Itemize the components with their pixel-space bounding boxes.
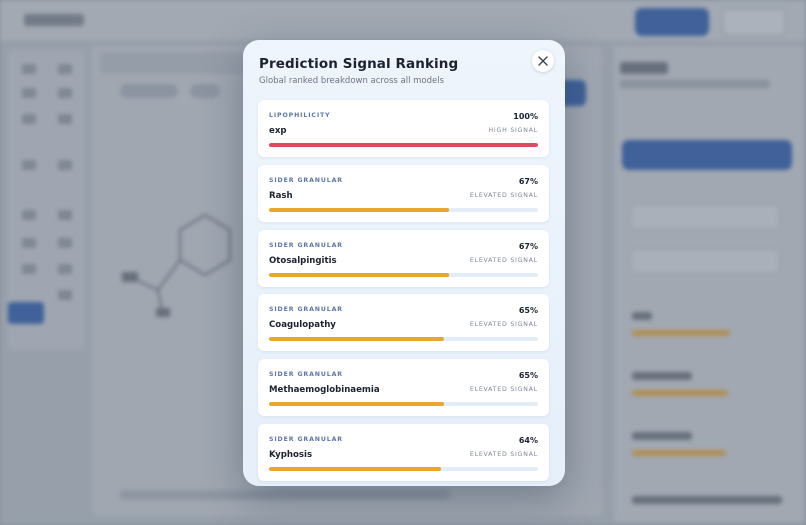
signal-name: Coagulopathy — [269, 320, 336, 331]
background-tool-icon — [58, 88, 72, 98]
close-button[interactable] — [532, 50, 554, 72]
background-tool-icon — [22, 88, 36, 98]
background-tool-icon — [58, 290, 72, 300]
background-panel-title — [620, 62, 668, 74]
background-tool-icon — [22, 210, 36, 220]
modal-title: Prediction Signal Ranking — [259, 56, 459, 72]
background-panel-label — [632, 312, 652, 320]
signal-bar-fill — [269, 272, 450, 277]
background-panel-bar — [632, 450, 726, 456]
signal-category: SIDER GRANULAR — [269, 306, 343, 314]
background-canvas-pill — [190, 84, 220, 98]
signal-percent: 67% — [518, 241, 538, 251]
signal-level: ELEVATED SIGNAL — [469, 386, 538, 394]
signal-name: Methaemoglobinaemia — [269, 385, 380, 396]
background-panel-field — [630, 204, 780, 230]
signal-bar-track — [269, 207, 538, 212]
signal-category: LIPOPHILICITY — [269, 112, 331, 119]
background-tool-icon — [22, 64, 36, 74]
background-panel-bar — [632, 330, 730, 336]
signal-level: ELEVATED SIGNAL — [469, 321, 538, 329]
signal-bar-fill — [269, 207, 450, 212]
background-primary-button — [635, 8, 709, 36]
background-canvas-pill — [120, 84, 178, 98]
background-secondary-button — [722, 8, 786, 36]
signal-card: LIPOPHILICITY 100% exp HIGH SIGNAL — [258, 100, 549, 157]
signal-bar-track — [269, 466, 538, 471]
background-tool-icon — [58, 210, 72, 220]
signal-percent: 100% — [513, 112, 538, 121]
background-panel-label — [632, 496, 782, 504]
background-tool-icon — [22, 264, 36, 274]
background-tool-icon — [58, 160, 72, 170]
background-molecule-drawing — [122, 213, 231, 317]
signal-list: LIPOPHILICITY 100% exp HIGH SIGNAL SIDER… — [258, 100, 549, 486]
background-logo — [24, 14, 84, 26]
signal-percent: 67% — [518, 176, 538, 186]
signal-category: SIDER GRANULAR — [269, 176, 343, 184]
signal-level: HIGH SIGNAL — [488, 127, 538, 134]
signal-level: ELEVATED SIGNAL — [469, 191, 538, 199]
signal-bar-track — [269, 402, 538, 407]
background-tool-icon — [58, 238, 72, 248]
background-panel-label — [632, 432, 692, 440]
background-panel-bar — [632, 390, 728, 396]
signal-name: exp — [269, 126, 287, 136]
background-tool-icon — [22, 238, 36, 248]
modal-subtitle: Global ranked breakdown across all model… — [259, 76, 445, 86]
signal-card: SIDER GRANULAR 65% Coagulopathy ELEVATED… — [258, 294, 549, 352]
signal-bar-fill — [269, 143, 538, 147]
signal-category: SIDER GRANULAR — [269, 435, 343, 443]
signal-bar-track — [269, 337, 538, 342]
signal-card: SIDER GRANULAR 67% Rash ELEVATED SIGNAL — [258, 164, 549, 222]
prediction-signal-modal: Prediction Signal Ranking Global ranked … — [243, 40, 565, 486]
signal-bar-track — [269, 143, 538, 147]
signal-percent: 65% — [518, 306, 538, 316]
background-right-panel — [614, 46, 804, 522]
signal-bar-fill — [269, 337, 444, 342]
signal-bar-track — [269, 272, 538, 277]
signal-card: SIDER GRANULAR 65% Methaemoglobinaemia E… — [258, 359, 549, 417]
background-tool-icon — [58, 114, 72, 124]
background-footer-text — [120, 490, 450, 500]
close-icon — [538, 56, 548, 66]
signal-category: SIDER GRANULAR — [269, 371, 343, 379]
signal-level: ELEVATED SIGNAL — [469, 450, 538, 458]
background-tool-icon — [58, 264, 72, 274]
background-topbar — [0, 0, 806, 42]
signal-bar-fill — [269, 402, 444, 407]
signal-level: ELEVATED SIGNAL — [469, 256, 538, 264]
signal-name: Rash — [269, 190, 293, 201]
background-panel-field — [630, 248, 780, 274]
background-tool-icon — [22, 160, 36, 170]
background-tool-icon — [22, 114, 36, 124]
background-tool-panel — [8, 50, 84, 350]
background-tool-icon — [58, 64, 72, 74]
signal-percent: 64% — [518, 435, 538, 445]
signal-card: SIDER GRANULAR 64% Kyphosis ELEVATED SIG… — [258, 423, 549, 481]
signal-card: SIDER GRANULAR 67% Otosalpingitis ELEVAT… — [258, 229, 549, 287]
signal-percent: 65% — [518, 371, 538, 381]
signal-name: Otosalpingitis — [269, 255, 337, 266]
signal-bar-fill — [269, 466, 442, 471]
signal-category: SIDER GRANULAR — [269, 241, 343, 249]
background-panel-subtitle — [620, 80, 770, 88]
background-panel-label — [632, 372, 692, 380]
background-panel-button — [622, 140, 792, 170]
background-active-tool — [8, 302, 44, 324]
signal-name: Kyphosis — [269, 449, 313, 460]
